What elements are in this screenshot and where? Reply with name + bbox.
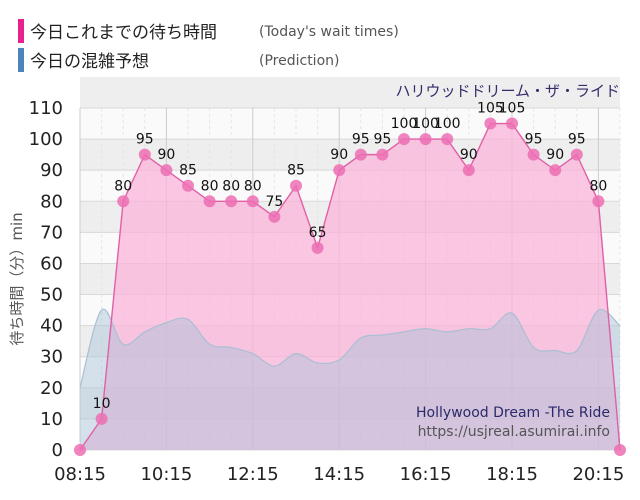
- y-tick-label: 70: [40, 222, 63, 243]
- y-tick-label: 20: [40, 378, 63, 399]
- data-label: 100: [412, 116, 439, 132]
- today-point: [333, 164, 346, 177]
- today-point: [311, 241, 324, 254]
- data-label: 80: [589, 178, 607, 194]
- y-tick-label: 10: [40, 409, 63, 430]
- today-point: [614, 444, 626, 456]
- legend-label-today: 今日これまでの待ち時間: [30, 23, 217, 43]
- today-point: [441, 133, 454, 146]
- today-point: [246, 195, 259, 208]
- today-area: [80, 123, 620, 450]
- y-tick-label: 50: [40, 285, 63, 306]
- y-tick-label: 40: [40, 316, 63, 337]
- today-point: [484, 117, 497, 130]
- today-point: [268, 210, 281, 223]
- today-point: [354, 148, 367, 161]
- data-label: 90: [157, 147, 175, 163]
- data-label: 105: [477, 101, 504, 117]
- today-point: [95, 412, 108, 425]
- today-point: [462, 164, 475, 177]
- x-tick-label: 12:15: [227, 464, 279, 485]
- y-tick-label: 60: [40, 253, 63, 274]
- data-label: 90: [330, 147, 348, 163]
- data-label: 90: [460, 147, 478, 163]
- y-tick-label: 30: [40, 347, 63, 368]
- y-tick-label: 90: [40, 160, 63, 181]
- x-tick-label: 16:15: [400, 464, 452, 485]
- today-point: [376, 148, 389, 161]
- x-tick-label: 20:15: [572, 464, 624, 485]
- y-tick-label: 110: [29, 98, 63, 119]
- today-point: [160, 164, 173, 177]
- today-point: [182, 179, 194, 192]
- data-label: 80: [201, 178, 219, 194]
- y-tick-label: 100: [29, 129, 63, 150]
- y-axis-ticks: 0 10 20 30 40 50 60 70 80 90 100 110: [29, 98, 63, 461]
- data-label: 85: [179, 163, 197, 179]
- x-tick-label: 08:15: [54, 464, 106, 485]
- data-label: 80: [222, 178, 240, 194]
- data-label: 105: [499, 101, 526, 117]
- legend-label-pred: 今日の混雑予想: [30, 52, 149, 72]
- today-point: [117, 195, 130, 208]
- data-label: 95: [373, 132, 391, 148]
- today-point: [203, 195, 216, 208]
- data-label: 95: [568, 132, 586, 148]
- data-label: 75: [265, 194, 283, 210]
- data-label: 65: [309, 225, 327, 241]
- today-point: [419, 133, 432, 146]
- data-label: 100: [391, 116, 418, 132]
- data-label: 90: [546, 147, 564, 163]
- today-point: [527, 148, 540, 161]
- today-point: [225, 195, 238, 208]
- y-tick-label: 0: [52, 440, 63, 461]
- data-label: 80: [114, 178, 132, 194]
- today-point: [138, 148, 151, 161]
- grid-band: [80, 76, 620, 108]
- y-axis-label: 待ち時間（分）min: [8, 212, 26, 345]
- legend-sub-pred: (Prediction): [259, 53, 339, 69]
- today-point: [570, 148, 583, 161]
- watermark-url: https://usjreal.asumirai.info: [418, 424, 610, 440]
- watermark-attraction: Hollywood Dream -The Ride: [416, 405, 610, 421]
- today-markers: [74, 117, 626, 456]
- data-label: 95: [352, 132, 370, 148]
- today-point: [506, 117, 518, 130]
- today-point: [549, 164, 562, 177]
- legend-swatch-pred: [18, 48, 24, 72]
- today-point: [398, 133, 410, 146]
- data-label: 95: [136, 132, 154, 148]
- series-layer: [79, 122, 621, 451]
- x-tick-label: 10:15: [140, 464, 192, 485]
- legend-swatch-today: [18, 19, 24, 43]
- x-tick-label: 18:15: [486, 464, 538, 485]
- data-label: 10: [93, 396, 111, 412]
- x-axis-ticks: 08:15 10:15 12:15 14:15 16:15 18:15 20:15: [54, 464, 624, 485]
- data-label: 85: [287, 163, 305, 179]
- chart-subtitle: ハリウッドドリーム・ザ・ライド: [395, 82, 620, 100]
- y-tick-label: 80: [40, 191, 63, 212]
- today-point: [592, 195, 605, 208]
- x-tick-label: 14:15: [313, 464, 365, 485]
- data-label: 95: [525, 132, 543, 148]
- prediction-area: [80, 309, 620, 450]
- data-label: 80: [244, 178, 262, 194]
- today-point: [74, 444, 86, 456]
- prediction-line: [79, 308, 621, 388]
- today-point: [290, 179, 302, 192]
- legend-sub-today: (Today's wait times): [259, 24, 399, 40]
- data-label: 100: [434, 116, 461, 132]
